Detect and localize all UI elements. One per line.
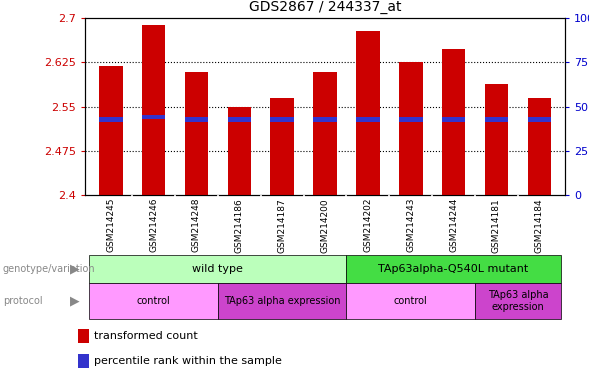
- Text: GSM214187: GSM214187: [277, 198, 287, 253]
- Text: GSM214243: GSM214243: [406, 198, 415, 253]
- Bar: [399, 118, 422, 122]
- Text: GSM214200: GSM214200: [320, 198, 329, 253]
- Text: control: control: [394, 296, 428, 306]
- Bar: [78, 354, 89, 367]
- Bar: [528, 98, 551, 195]
- Bar: [90, 283, 218, 319]
- Text: TAp63 alpha expression: TAp63 alpha expression: [224, 296, 340, 306]
- Bar: [184, 72, 209, 195]
- Bar: [99, 66, 123, 195]
- Bar: [346, 283, 475, 319]
- Bar: [227, 118, 251, 122]
- Text: genotype/variation: genotype/variation: [3, 264, 95, 274]
- Text: transformed count: transformed count: [94, 331, 198, 341]
- Bar: [142, 25, 166, 195]
- Bar: [356, 31, 380, 195]
- Bar: [528, 118, 551, 122]
- Text: GSM214245: GSM214245: [106, 198, 115, 253]
- Bar: [270, 98, 294, 195]
- Text: protocol: protocol: [3, 296, 42, 306]
- Text: GSM214248: GSM214248: [192, 198, 201, 253]
- Text: wild type: wild type: [193, 264, 243, 274]
- Text: GSM214246: GSM214246: [149, 198, 158, 253]
- Bar: [475, 283, 561, 319]
- Bar: [142, 115, 166, 119]
- Text: GSM214186: GSM214186: [235, 198, 244, 253]
- Text: percentile rank within the sample: percentile rank within the sample: [94, 356, 282, 366]
- Bar: [346, 255, 561, 283]
- Bar: [485, 84, 508, 195]
- Bar: [90, 255, 346, 283]
- Text: control: control: [137, 296, 170, 306]
- Bar: [218, 283, 346, 319]
- Bar: [313, 118, 337, 122]
- Text: GSM214244: GSM214244: [449, 198, 458, 252]
- Bar: [442, 118, 465, 122]
- Text: TAp63 alpha
expression: TAp63 alpha expression: [488, 290, 548, 312]
- Bar: [399, 62, 422, 195]
- Bar: [227, 106, 251, 195]
- Bar: [270, 118, 294, 122]
- Bar: [99, 118, 123, 122]
- Bar: [78, 329, 89, 343]
- Bar: [485, 118, 508, 122]
- Bar: [313, 72, 337, 195]
- Title: GDS2867 / 244337_at: GDS2867 / 244337_at: [249, 0, 401, 14]
- Text: GSM214181: GSM214181: [492, 198, 501, 253]
- Text: ▶: ▶: [70, 295, 79, 308]
- Text: ▶: ▶: [70, 263, 79, 275]
- Text: TAp63alpha-Q540L mutant: TAp63alpha-Q540L mutant: [379, 264, 529, 274]
- Text: GSM214184: GSM214184: [535, 198, 544, 253]
- Bar: [356, 118, 380, 122]
- Bar: [184, 118, 209, 122]
- Bar: [442, 49, 465, 195]
- Text: GSM214202: GSM214202: [363, 198, 372, 253]
